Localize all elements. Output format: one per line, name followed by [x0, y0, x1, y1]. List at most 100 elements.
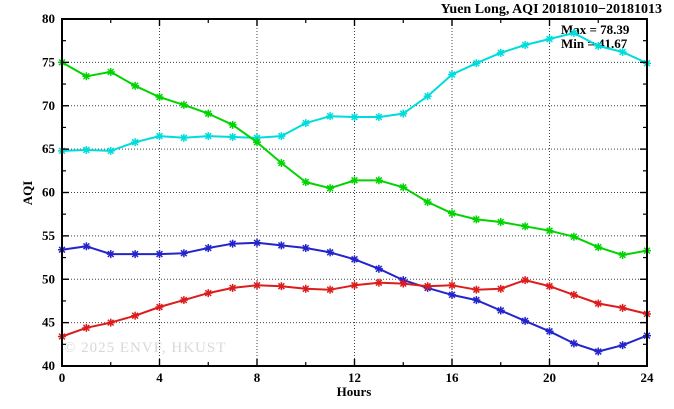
svg-text:8: 8 [254, 370, 261, 385]
svg-text:40: 40 [42, 358, 55, 373]
data-point-marker [155, 132, 164, 141]
data-point-marker [350, 176, 359, 185]
data-point-marker [618, 47, 627, 56]
data-point-marker [106, 146, 115, 155]
data-point-marker [301, 284, 310, 293]
data-point-marker [82, 242, 91, 251]
data-point-marker [472, 285, 481, 294]
data-point-marker [131, 311, 140, 320]
data-point-marker [594, 347, 603, 356]
svg-text:70: 70 [42, 98, 55, 113]
svg-text:75: 75 [42, 54, 56, 69]
data-point-marker [521, 222, 530, 231]
data-point-marker [545, 34, 554, 43]
data-point-marker [496, 217, 505, 226]
data-point-marker [448, 290, 456, 299]
data-point-marker [350, 281, 359, 290]
data-point-marker [618, 341, 627, 350]
data-point-marker [569, 28, 578, 37]
data-point-marker [472, 59, 481, 68]
data-point-marker [301, 244, 310, 253]
data-point-marker [448, 70, 456, 79]
data-point-marker [374, 176, 383, 185]
data-point-marker [253, 138, 261, 147]
data-point-marker [423, 92, 432, 101]
data-point-marker [496, 306, 505, 315]
x-axis-label: Hours [336, 384, 372, 399]
tick-labels: 0 4 8 12 16 20 24 40 45 50 55 60 65 70 75 80 [42, 11, 654, 385]
data-point-marker [326, 285, 335, 294]
data-point-marker [228, 283, 237, 292]
data-point-marker [374, 264, 383, 273]
data-point-marker [131, 138, 140, 147]
data-point-marker [569, 339, 578, 348]
svg-text:80: 80 [42, 11, 55, 26]
data-point-marker [326, 248, 335, 257]
data-point-marker [253, 238, 261, 247]
data-point-marker [472, 215, 481, 224]
gridlines [62, 19, 647, 366]
data-point-marker [204, 244, 213, 253]
data-point-marker [521, 316, 530, 325]
data-point-marker [131, 81, 140, 90]
svg-text:60: 60 [42, 185, 55, 200]
axes [61, 18, 648, 367]
svg-text:12: 12 [348, 370, 361, 385]
data-point-marker [301, 178, 310, 187]
svg-text:24: 24 [641, 370, 655, 385]
series-red [58, 276, 651, 341]
data-point-marker [594, 243, 603, 252]
data-point-marker [179, 133, 188, 142]
data-point-marker [228, 120, 237, 129]
data-point-marker [423, 282, 432, 291]
data-point-marker [350, 255, 359, 264]
data-point-marker [545, 327, 554, 336]
data-point-marker [326, 112, 335, 121]
data-point-marker [155, 93, 164, 102]
data-point-marker [448, 281, 456, 290]
data-point-marker [374, 278, 383, 287]
data-point-marker [204, 109, 213, 118]
data-point-marker [399, 109, 408, 118]
data-point-marker [228, 239, 237, 248]
data-point-marker [569, 232, 578, 241]
data-point-marker [301, 119, 310, 128]
svg-text:45: 45 [42, 315, 56, 330]
data-point-marker [521, 41, 530, 50]
data-point-marker [326, 184, 335, 193]
svg-text:16: 16 [446, 370, 460, 385]
data-point-marker [253, 281, 261, 290]
data-point-marker [106, 250, 115, 259]
data-point-marker [350, 113, 359, 122]
data-point-marker [277, 159, 286, 168]
max-annotation: Max = 78.39 [561, 22, 630, 37]
data-point-marker [155, 303, 164, 312]
svg-text:65: 65 [42, 141, 56, 156]
data-point-marker [472, 296, 481, 305]
data-point-marker [106, 67, 115, 76]
data-point-marker [618, 303, 627, 312]
data-point-marker [277, 282, 286, 291]
svg-text:50: 50 [42, 271, 55, 286]
series-green [58, 58, 651, 259]
chart-title: Yuen Long, AQI 20181010−20181013 [440, 2, 662, 17]
data-point-marker [594, 41, 603, 50]
data-point-marker [204, 289, 213, 298]
data-point-marker [569, 290, 578, 299]
svg-text:0: 0 [59, 370, 66, 385]
series-blue [58, 238, 651, 356]
data-point-marker [82, 145, 91, 154]
data-point-marker [179, 249, 188, 258]
data-point-marker [277, 241, 286, 250]
svg-text:20: 20 [543, 370, 556, 385]
svg-text:55: 55 [42, 228, 56, 243]
data-point-marker [82, 72, 91, 81]
data-point-marker [399, 279, 408, 288]
data-point-marker [277, 132, 286, 141]
data-point-marker [179, 296, 188, 305]
data-point-marker [374, 113, 383, 122]
data-point-marker [106, 318, 115, 327]
data-point-marker [521, 276, 530, 285]
data-point-marker [228, 132, 237, 141]
